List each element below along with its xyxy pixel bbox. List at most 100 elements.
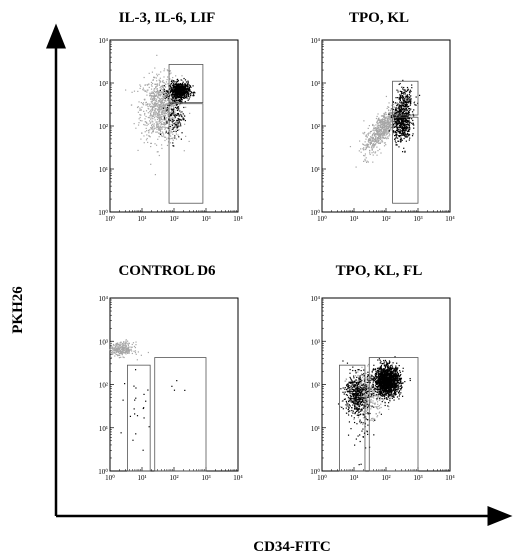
data-point (110, 345, 112, 347)
data-point (383, 385, 386, 388)
data-point (373, 418, 376, 420)
data-point (385, 95, 388, 98)
data-point (400, 123, 403, 125)
data-point (355, 166, 357, 168)
data-point (389, 391, 391, 393)
data-point (170, 104, 172, 106)
data-point (401, 92, 403, 94)
data-point (415, 96, 417, 98)
data-point (399, 100, 401, 102)
data-point (152, 114, 154, 116)
data-point (399, 104, 401, 106)
data-point (183, 150, 185, 152)
data-point (166, 144, 169, 147)
data-point (400, 133, 402, 135)
data-point (149, 129, 151, 131)
data-point (358, 396, 361, 398)
data-point (172, 76, 174, 79)
data-point (397, 380, 399, 382)
data-point (181, 85, 184, 87)
data-point (357, 413, 359, 415)
data-point (155, 104, 157, 106)
data-point (404, 150, 406, 152)
data-point (175, 104, 178, 106)
data-point (363, 147, 365, 149)
data-point (166, 96, 169, 98)
data-point (140, 102, 142, 104)
data-point (370, 400, 372, 402)
data-point (161, 123, 163, 125)
data-point (129, 346, 131, 348)
data-point (376, 134, 379, 136)
data-point (375, 127, 377, 129)
data-point (173, 119, 175, 122)
data-point (154, 109, 156, 112)
data-point (139, 109, 141, 111)
data-point (403, 105, 406, 107)
data-point (144, 84, 146, 86)
data-point (405, 117, 407, 119)
data-point (405, 113, 408, 115)
data-point (344, 380, 346, 382)
data-point (171, 89, 173, 92)
data-point (390, 370, 392, 372)
data-point (112, 346, 114, 348)
data-point (371, 140, 373, 142)
data-point (157, 91, 159, 93)
x-tick-label: 10³ (201, 215, 210, 223)
data-point (369, 143, 371, 146)
data-point (399, 388, 401, 390)
data-point (405, 111, 407, 114)
data-point (382, 123, 384, 125)
data-point (381, 118, 384, 120)
data-point (109, 349, 111, 351)
data-point (379, 136, 381, 138)
data-point (151, 91, 153, 93)
data-point (162, 115, 164, 117)
data-point (176, 380, 178, 382)
data-point (386, 125, 389, 128)
data-point (400, 381, 402, 383)
data-point (158, 154, 160, 157)
data-point (377, 137, 379, 140)
panel-title-4: TPO, KL, FL (336, 263, 423, 279)
data-point (150, 124, 153, 127)
data-point (401, 95, 403, 98)
data-point (373, 368, 375, 371)
data-point (172, 108, 174, 111)
data-point (388, 102, 390, 104)
data-point (164, 97, 166, 100)
data-point (401, 111, 403, 114)
data-point (161, 127, 163, 129)
data-point (141, 106, 143, 108)
data-point (159, 101, 161, 103)
data-point (187, 87, 189, 90)
data-point (171, 138, 173, 140)
data-point (374, 128, 376, 130)
data-point (382, 130, 385, 133)
data-point (174, 85, 176, 87)
data-point (393, 384, 395, 386)
data-point (398, 115, 400, 117)
data-point (158, 73, 160, 76)
data-point (158, 111, 160, 114)
data-point (345, 380, 347, 382)
data-point (378, 137, 380, 140)
data-point (362, 423, 364, 426)
data-point (173, 113, 175, 115)
data-point (165, 90, 168, 92)
data-point (175, 109, 177, 111)
data-point (381, 377, 383, 379)
data-point (393, 115, 395, 118)
data-point (396, 126, 399, 128)
data-point (148, 132, 150, 134)
data-point (157, 90, 159, 92)
data-point (153, 98, 156, 100)
data-point (404, 90, 406, 92)
data-point (181, 88, 183, 91)
data-point (408, 135, 410, 137)
data-point (130, 348, 132, 350)
data-point (177, 121, 179, 124)
data-point (350, 389, 353, 391)
data-point (387, 124, 389, 126)
